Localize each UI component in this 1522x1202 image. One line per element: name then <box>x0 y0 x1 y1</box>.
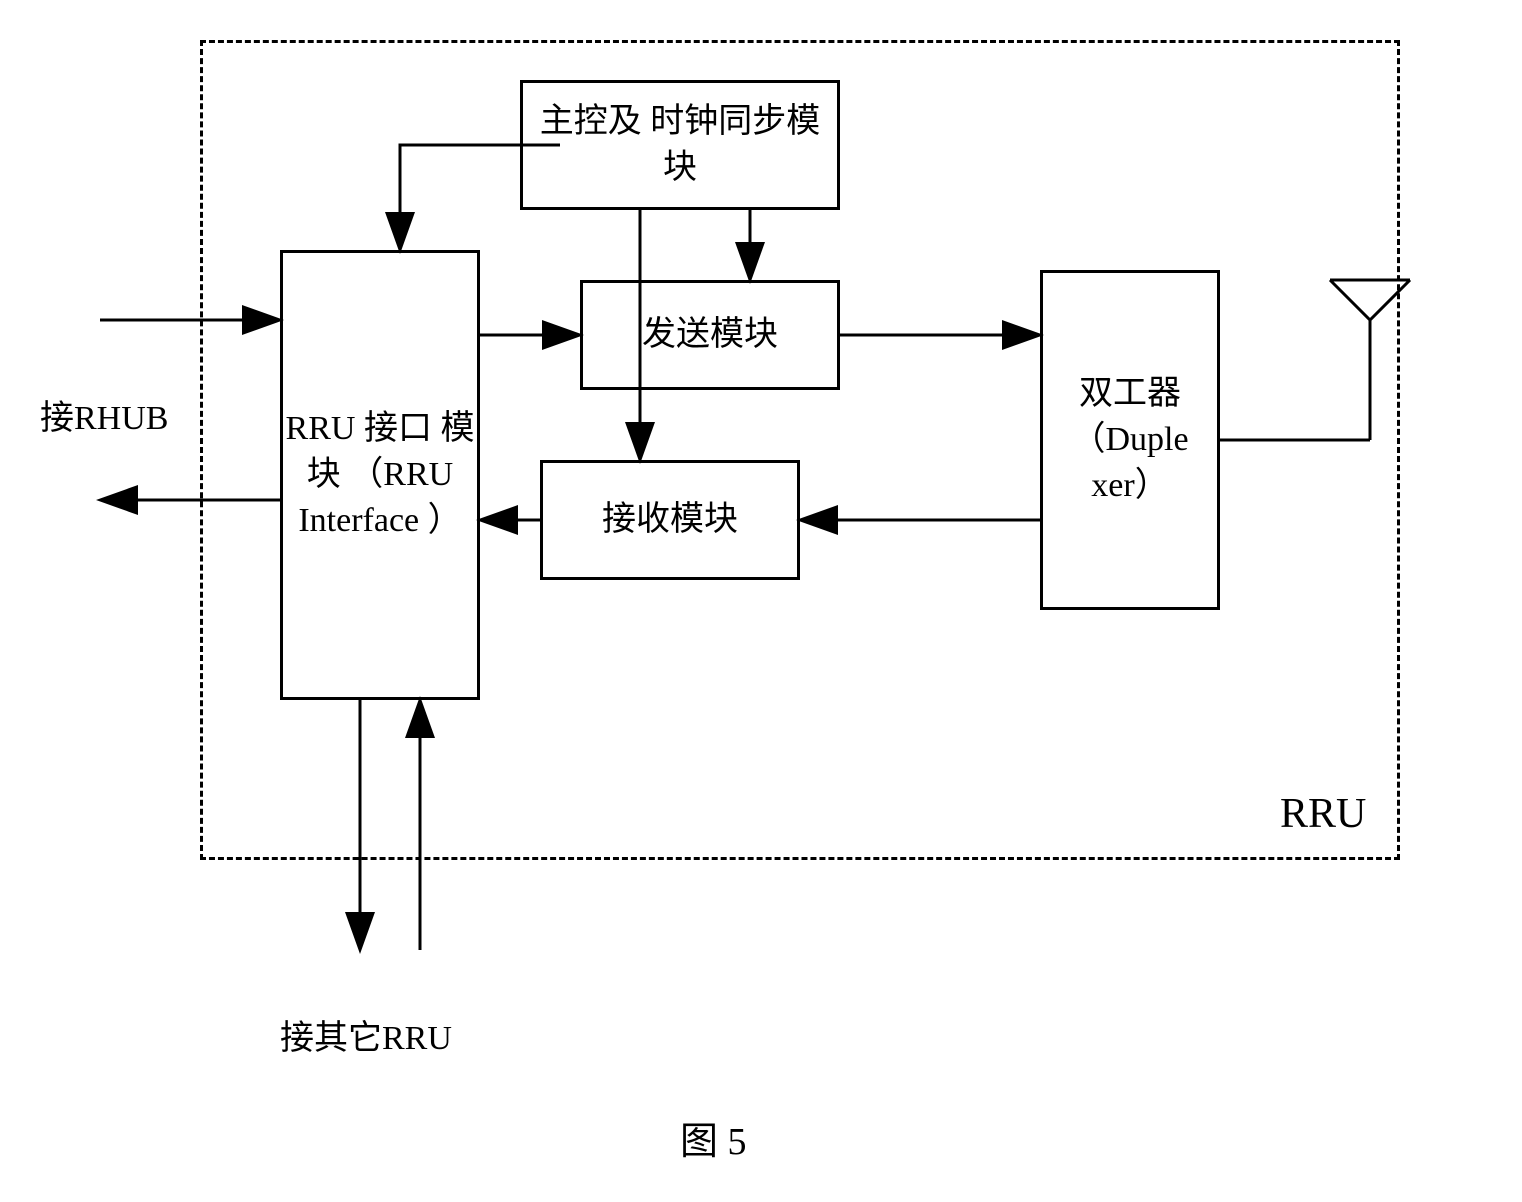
clock-sync-block: 主控及 时钟同步模块 <box>520 80 840 210</box>
rx-text: 接收模块 <box>602 497 738 543</box>
tx-text: 发送模块 <box>642 312 778 358</box>
diagram-canvas: RRU 主控及 时钟同步模块 RRU 接口 模块 （RRU Interface … <box>0 0 1522 1202</box>
clock-sync-text: 主控及 时钟同步模块 <box>523 99 837 191</box>
figure-caption: 图 5 <box>680 1110 747 1165</box>
duplexer-block: 双工器 （Duple xer） <box>1040 270 1220 610</box>
rru-interface-block: RRU 接口 模块 （RRU Interface ） <box>280 250 480 700</box>
duplexer-text: 双工器 （Duple xer） <box>1043 371 1217 509</box>
rx-block: 接收模块 <box>540 460 800 580</box>
rru-container-label: RRU <box>1280 790 1366 838</box>
rru-interface-text: RRU 接口 模块 （RRU Interface ） <box>283 406 477 544</box>
external-bottom-label: 接其它RRU <box>280 1010 452 1059</box>
external-left-label: 接RHUB <box>40 390 168 439</box>
tx-block: 发送模块 <box>580 280 840 390</box>
